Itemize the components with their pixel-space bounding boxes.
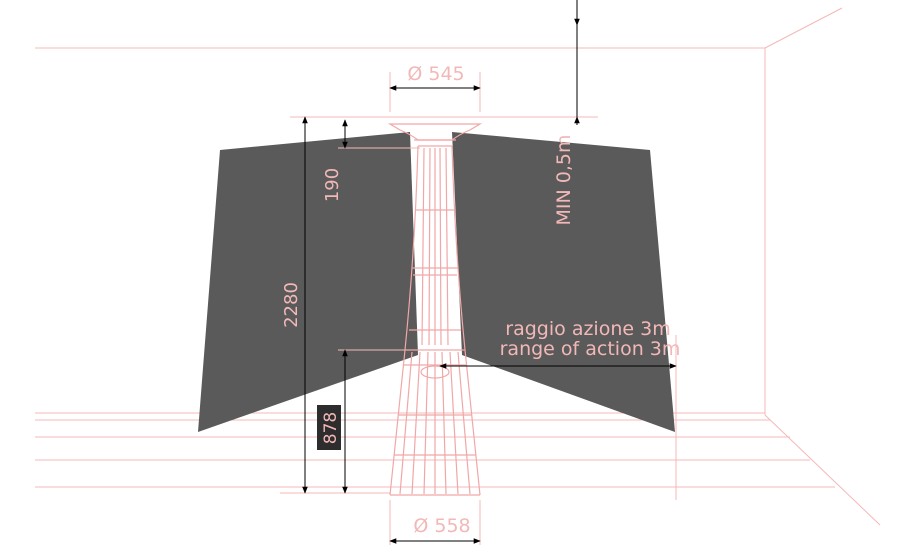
heat-shadow-area xyxy=(198,132,675,432)
dimension-labels: Ø 545 Ø 558 2280 190 MIN 0,5m raggio azi… xyxy=(281,63,680,537)
patio-heater xyxy=(387,123,483,496)
base-height-box: 878 xyxy=(317,405,341,450)
base-height-label: 878 xyxy=(321,412,341,444)
bottom-diameter-label: Ø 558 xyxy=(413,515,470,537)
top-diameter-label: Ø 545 xyxy=(407,63,464,85)
dimension-arrows xyxy=(302,0,677,544)
head-height-label: 190 xyxy=(322,168,343,202)
total-height-label: 2280 xyxy=(281,282,302,328)
min-clearance-label: MIN 0,5m xyxy=(553,135,575,226)
range-label-it: raggio azione 3m xyxy=(505,318,670,340)
range-label-en: range of action 3m xyxy=(500,338,681,360)
